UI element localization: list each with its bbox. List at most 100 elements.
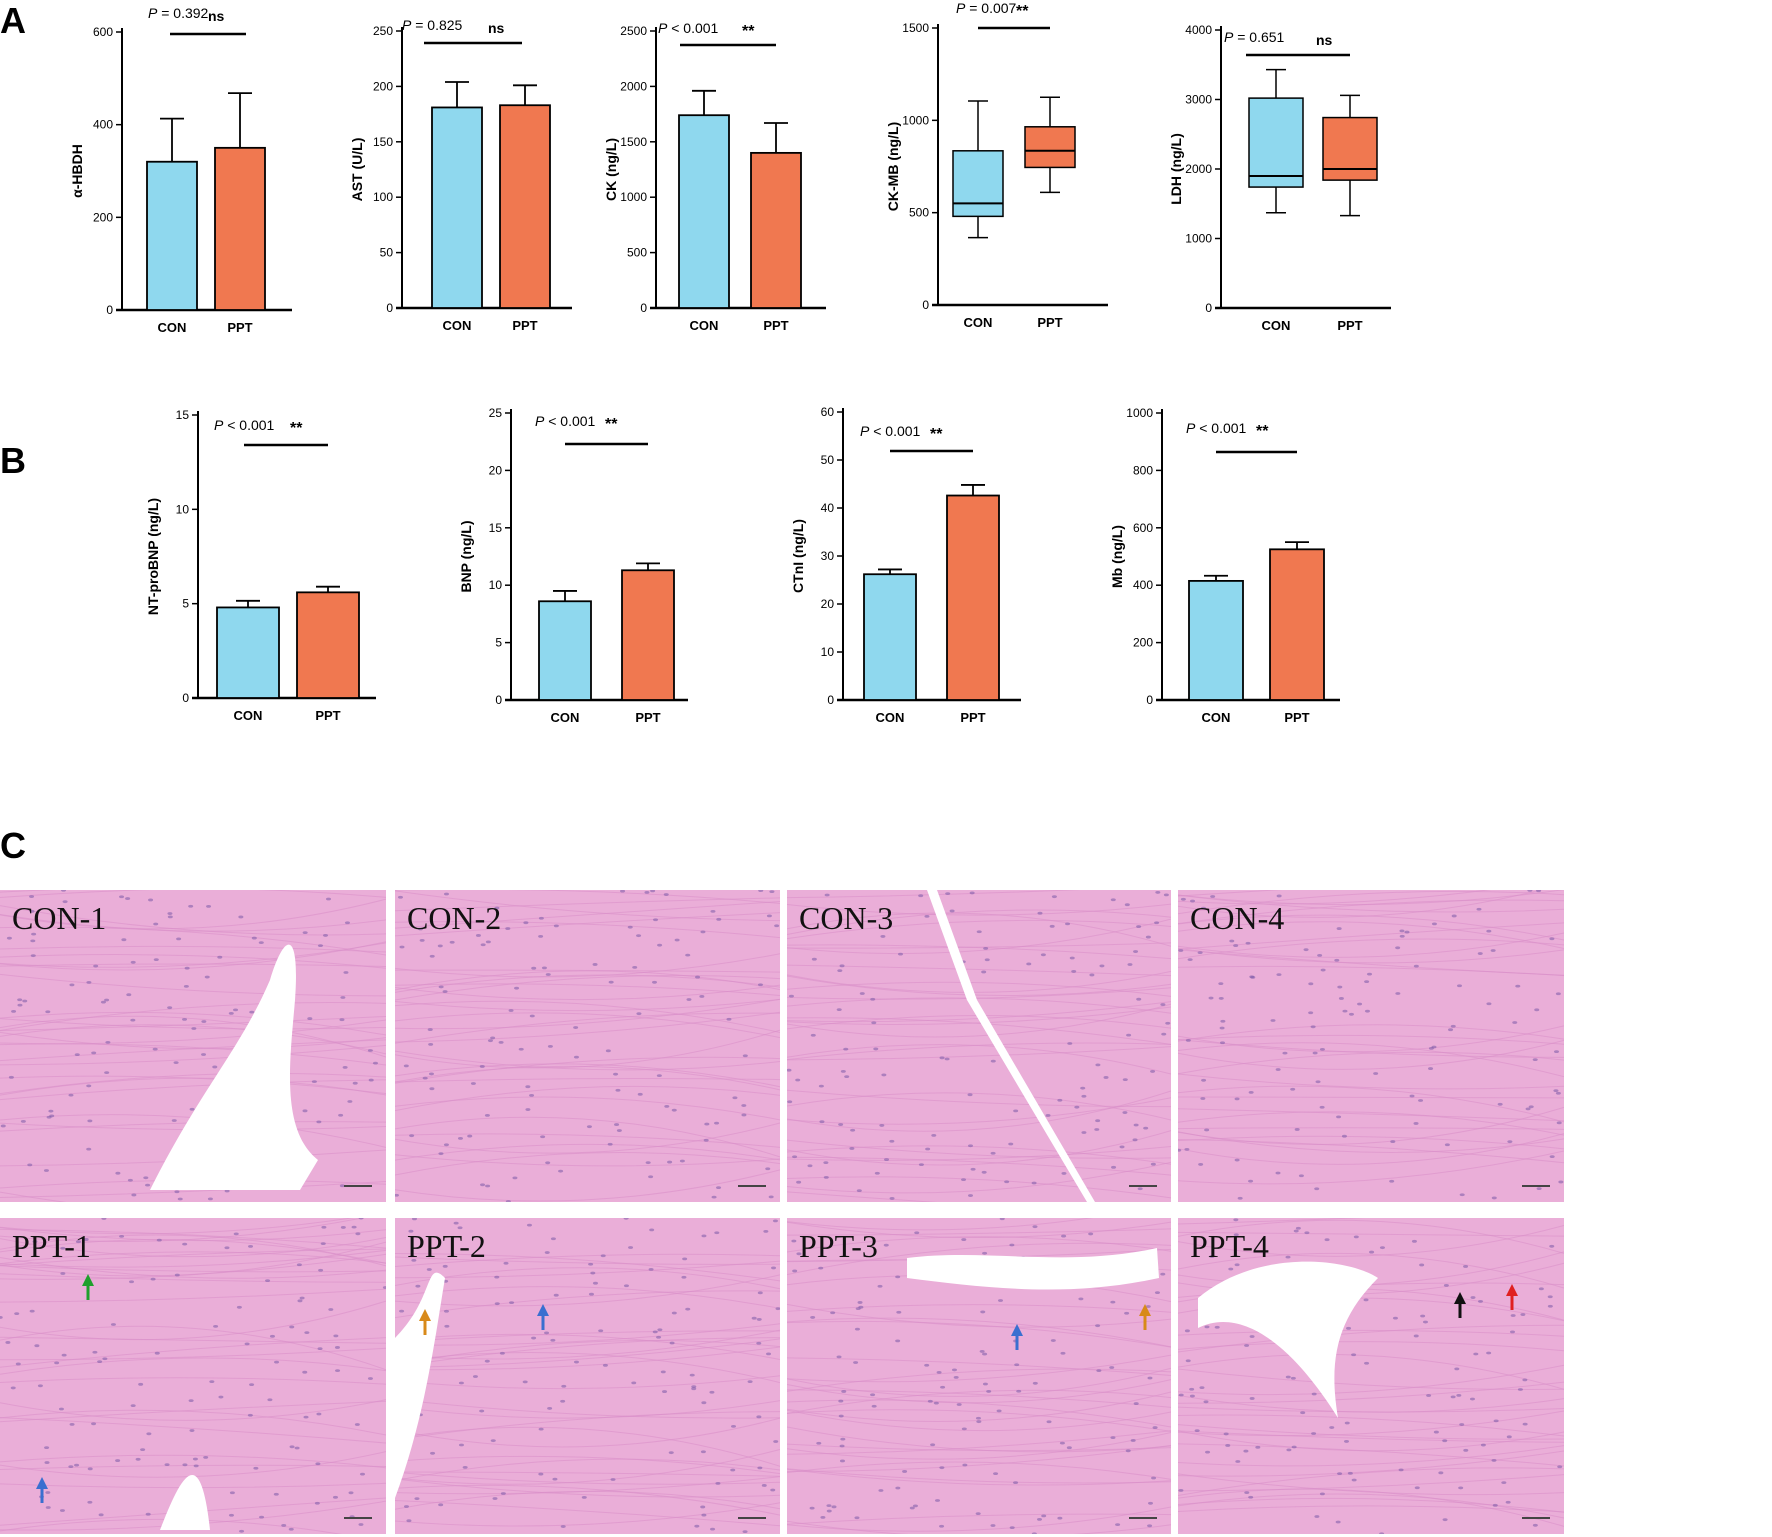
muscle-fiber: [0, 1300, 386, 1341]
nucleus: [652, 1330, 658, 1334]
nucleus: [663, 893, 669, 896]
nucleus: [29, 1309, 35, 1313]
significance-label: **: [742, 23, 755, 40]
nucleus: [1459, 1423, 1465, 1426]
nucleus: [1178, 1148, 1182, 1152]
nucleus: [787, 1068, 792, 1072]
nucleus: [499, 1351, 505, 1355]
ppt-micrograph-4: PPT-4: [1178, 1218, 1564, 1534]
nucleus: [830, 1311, 836, 1315]
nucleus: [1295, 1226, 1301, 1230]
nucleus: [44, 1461, 50, 1464]
tissue-texture: [1178, 1218, 1564, 1534]
nucleus: [1286, 1448, 1292, 1452]
muscle-fiber: [395, 890, 780, 922]
muscle-fiber: [1178, 1039, 1564, 1058]
nucleus: [339, 1018, 345, 1022]
nucleus: [415, 1284, 421, 1288]
nucleus: [854, 1516, 860, 1520]
muscle-fiber: [787, 1092, 1171, 1121]
nucleus: [986, 1390, 992, 1393]
nucleus: [933, 1401, 939, 1405]
arrow-head: [1139, 1304, 1151, 1316]
nucleus: [1536, 1187, 1542, 1191]
nucleus: [671, 1311, 677, 1315]
nucleus: [771, 1266, 777, 1270]
nucleus: [406, 1519, 412, 1523]
muscle-fiber: [787, 987, 1171, 1000]
muscle-fiber: [0, 1043, 386, 1066]
nucleus: [870, 997, 876, 1001]
nucleus: [184, 966, 190, 970]
micrograph-label: CON-1: [12, 900, 107, 936]
p-rest: = 0.007: [965, 0, 1016, 16]
nucleus: [1110, 1300, 1116, 1304]
nucleus: [164, 1463, 170, 1467]
nucleus: [1235, 1460, 1241, 1463]
muscle-fiber: [0, 1454, 386, 1469]
nucleus: [912, 1504, 918, 1508]
nucleus: [1147, 1524, 1153, 1528]
nucleus: [304, 1331, 310, 1335]
nucleus: [182, 1463, 188, 1467]
nucleus: [1448, 1028, 1454, 1032]
nucleus: [492, 1497, 498, 1500]
y-tick-label: 0: [640, 301, 647, 315]
muscle-fiber: [395, 1471, 780, 1477]
nucleus: [1150, 1070, 1156, 1073]
nucleus: [1249, 975, 1255, 979]
nucleus: [1336, 927, 1342, 930]
nucleus: [1431, 1045, 1437, 1049]
muscle-fiber: [0, 1191, 67, 1202]
p-italic: P: [956, 0, 966, 16]
nucleus: [1127, 963, 1133, 966]
nucleus: [97, 1360, 103, 1364]
nucleus: [945, 892, 951, 896]
nucleus: [1031, 1532, 1037, 1534]
nucleus: [573, 1026, 579, 1029]
muscle-fiber: [395, 1346, 780, 1371]
nucleus: [1470, 1296, 1476, 1299]
nucleus: [636, 934, 642, 938]
nucleus: [826, 1509, 832, 1513]
nucleus: [315, 1462, 321, 1466]
nucleus: [824, 893, 830, 897]
nucleus: [6, 936, 12, 940]
muscle-fiber: [1178, 1131, 1564, 1153]
nucleus: [316, 1120, 322, 1124]
y-tick-label: 200: [1133, 636, 1153, 650]
nucleus: [1220, 1041, 1226, 1045]
nucleus: [253, 1466, 259, 1470]
annotation-arrow: [1454, 1292, 1466, 1318]
x-category-label: CON: [158, 320, 187, 335]
nucleus: [1450, 1395, 1456, 1399]
nucleus: [494, 906, 500, 910]
nucleus: [880, 935, 886, 938]
nucleus: [0, 1316, 3, 1319]
nucleus: [1133, 1402, 1139, 1405]
nucleus: [1549, 937, 1555, 941]
nucleus: [990, 1059, 996, 1063]
nucleus: [480, 1183, 486, 1187]
nucleus: [699, 995, 705, 998]
muscle-fiber: [395, 1050, 780, 1071]
ppt-micrograph-3: PPT-3: [787, 1218, 1171, 1534]
nucleus: [636, 1012, 642, 1016]
nucleus: [1032, 1381, 1038, 1385]
nucleus: [60, 1272, 66, 1275]
muscle-fiber: [0, 1464, 386, 1470]
nucleus: [1125, 1449, 1131, 1453]
muscle-fiber: [395, 1260, 780, 1279]
nucleus: [189, 1107, 195, 1111]
nucleus: [156, 1238, 162, 1242]
muscle-fiber: [395, 1478, 780, 1498]
nucleus: [217, 955, 223, 959]
muscle-fiber: [787, 1003, 1171, 1038]
nucleus: [395, 1193, 399, 1197]
micrograph-label: PPT-4: [1190, 1228, 1269, 1264]
significance-label: **: [605, 416, 618, 433]
nucleus: [765, 1167, 771, 1171]
muscle-fiber: [395, 1256, 780, 1265]
nucleus: [838, 1399, 844, 1403]
x-category-label: PPT: [315, 708, 340, 723]
